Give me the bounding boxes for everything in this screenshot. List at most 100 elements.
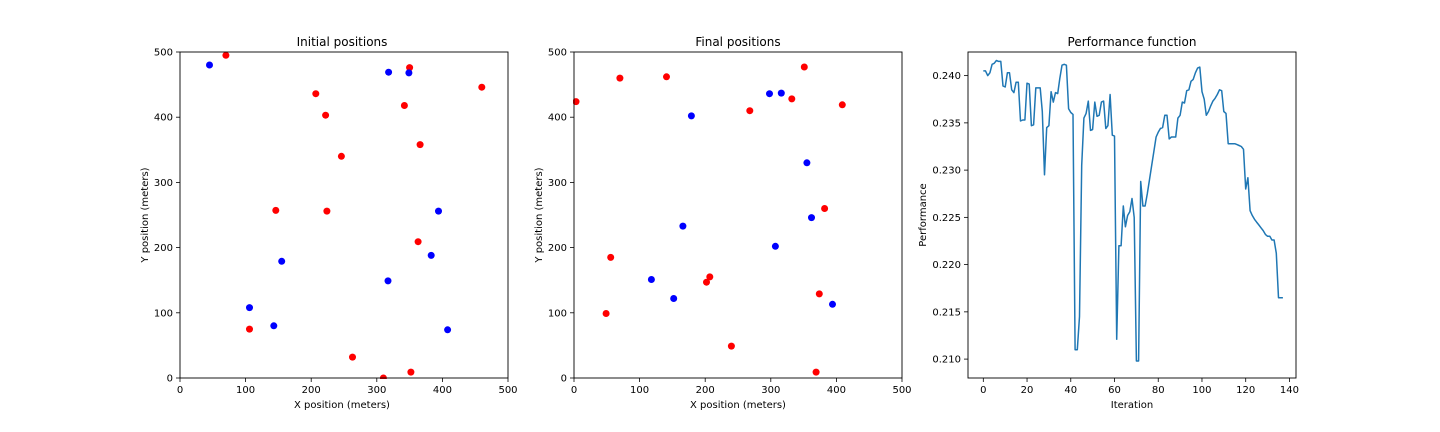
blue-point [803,159,811,167]
performance-line [983,59,1283,362]
x-tick-label: 200 [302,385,321,396]
x-tick-label: 120 [1236,385,1255,396]
x-tick-label: 0 [177,385,183,396]
chart-title: Final positions [695,35,780,49]
red-point [815,290,823,298]
red-point [323,207,331,215]
y-tick-label: 400 [548,113,567,124]
plot-frame [179,51,509,379]
red-point [616,74,624,82]
x-tick-label: 80 [1152,385,1165,396]
y-axis-label: Y position (meters) [534,167,545,263]
red-point [222,51,230,59]
red-point [478,83,486,91]
x-tick-label: 0 [571,385,577,396]
blue-point [435,207,442,215]
y-tick-label: 0.230 [932,166,961,177]
x-tick-label: 0 [980,385,986,396]
red-point [663,73,670,81]
x-tick-label: 60 [1108,385,1121,396]
y-tick-label: 0 [561,374,567,385]
red-point [788,95,796,103]
performance-function-panel: Performance function Iteration Performan… [918,35,1299,411]
red-point [414,238,422,246]
red-point [838,101,846,109]
y-tick-label: 100 [154,308,173,319]
y-tick-label: 400 [154,113,173,124]
blue-point [278,257,286,265]
red-point [407,368,415,376]
chart-title: Performance function [1068,35,1197,49]
y-tick-label: 300 [548,178,567,189]
blue-point [384,277,392,285]
y-axis-label: Y position (meters) [140,167,151,263]
x-tick-label: 40 [1064,385,1077,396]
y-tick-label: 100 [548,308,567,319]
red-point [800,63,808,71]
blue-point [385,68,393,76]
x-tick-label: 20 [1021,385,1034,396]
blue-point [206,61,213,69]
blue-point [405,69,413,77]
red-point [272,206,280,214]
y-tick-label: 0.235 [932,118,961,129]
red-point [349,353,356,361]
x-tick-label: 500 [498,385,517,396]
y-axis-label: Performance [918,183,929,246]
x-tick-label: 100 [1192,385,1211,396]
y-tick-label: 0.215 [932,307,961,318]
plot-frame [573,51,903,379]
y-tick-label: 0.240 [932,71,961,82]
x-tick-label: 300 [761,385,780,396]
blue-point [777,89,785,97]
red-point [602,310,610,317]
x-tick-label: 300 [367,385,386,396]
x-tick-label: 100 [630,385,649,396]
blue-point [766,90,773,98]
x-tick-label: 500 [892,385,911,396]
y-tick-label: 0 [167,374,173,385]
y-tick-label: 200 [154,243,173,254]
red-point [337,152,345,160]
red-point [322,111,330,119]
blue-point [647,276,655,283]
red-point [607,253,615,261]
points-group [573,63,846,376]
red-point [246,325,253,333]
y-tick-label: 0.220 [932,260,961,271]
blue-point [444,326,452,334]
blue-point [771,242,779,250]
x-axis-label: X position (meters) [690,400,786,411]
x-axis-label: X position (meters) [294,400,390,411]
blue-point [679,222,687,230]
plot-frame [967,51,1297,379]
red-point [312,90,320,98]
blue-point [687,112,695,120]
blue-point [829,300,836,308]
red-point [703,278,710,286]
red-point [727,342,735,350]
y-tick-label: 500 [548,48,567,59]
red-point [746,107,754,115]
x-tick-label: 140 [1280,385,1299,396]
y-tick-label: 0.225 [932,213,961,224]
red-point [812,368,820,376]
red-point [406,64,414,72]
blue-point [427,251,435,259]
blue-point [808,214,815,222]
y-tick-label: 0.210 [932,355,961,366]
blue-point [670,295,678,302]
initial-positions-panel: Initial positions X position (meters) Y … [140,35,518,411]
y-tick-label: 200 [548,243,567,254]
points-group [206,51,486,379]
blue-point [246,304,253,312]
x-axis-label: Iteration [1111,400,1153,411]
blue-point [270,322,278,330]
final-positions-panel: Final positions X position (meters) Y po… [534,35,912,411]
red-point [706,273,714,281]
x-tick-label: 400 [827,385,846,396]
x-tick-label: 400 [433,385,452,396]
y-tick-label: 300 [154,178,173,189]
